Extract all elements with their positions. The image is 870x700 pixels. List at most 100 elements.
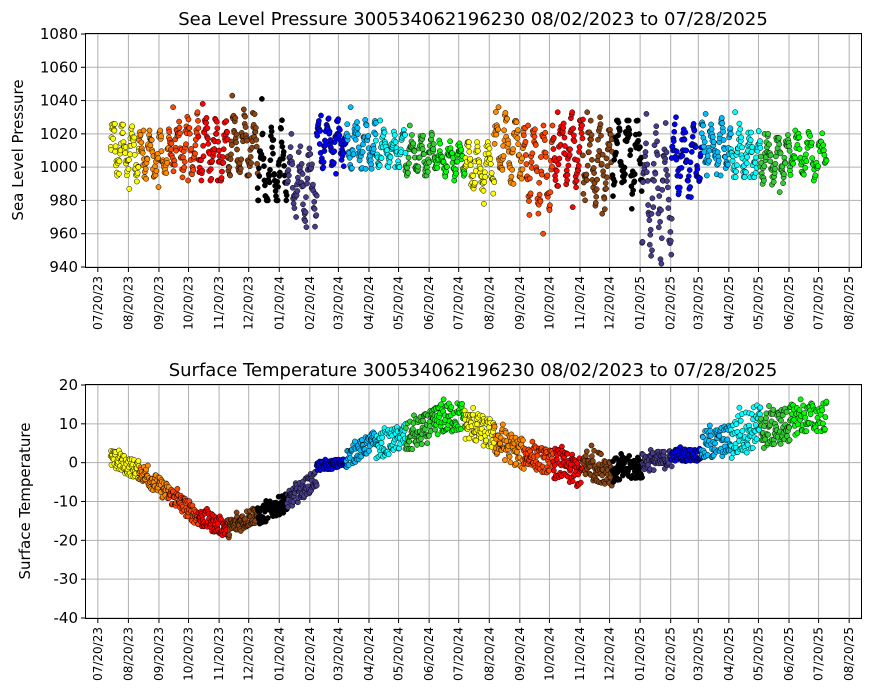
data-segment xyxy=(225,505,261,541)
data-point xyxy=(204,125,211,131)
data-point xyxy=(195,117,201,124)
pressure-points xyxy=(107,92,830,267)
data-point xyxy=(700,122,706,129)
data-point xyxy=(797,396,804,403)
data-point xyxy=(562,143,568,149)
data-point xyxy=(209,158,215,164)
x-tick-label: 04/20/24 xyxy=(362,276,376,330)
data-point xyxy=(658,235,665,242)
data-point xyxy=(782,160,789,167)
data-point xyxy=(418,435,424,442)
data-point xyxy=(352,136,359,143)
data-point xyxy=(386,159,393,166)
data-point xyxy=(391,132,398,139)
data-point xyxy=(434,431,441,438)
x-tick-label: 03/20/24 xyxy=(331,276,345,330)
data-segment xyxy=(461,404,498,450)
data-point xyxy=(147,142,154,149)
data-point xyxy=(194,109,201,116)
data-point xyxy=(710,139,717,145)
data-point xyxy=(665,205,672,211)
data-point xyxy=(707,427,714,434)
data-point xyxy=(706,157,712,164)
data-point xyxy=(671,121,678,128)
data-point xyxy=(657,218,663,225)
data-point xyxy=(483,437,489,444)
data-point xyxy=(561,134,568,141)
data-point xyxy=(310,181,316,188)
data-point xyxy=(736,120,743,127)
data-point xyxy=(242,124,249,130)
data-point xyxy=(575,162,582,169)
data-point xyxy=(584,162,591,169)
data-point xyxy=(520,132,527,139)
data-point xyxy=(635,137,642,144)
data-point xyxy=(601,195,608,202)
data-point xyxy=(540,122,547,129)
data-point xyxy=(514,449,520,455)
data-point xyxy=(442,173,449,180)
data-point xyxy=(653,123,660,130)
data-point xyxy=(493,131,500,138)
data-point xyxy=(532,126,538,133)
data-point xyxy=(594,176,600,183)
data-point xyxy=(733,168,739,175)
data-point xyxy=(529,438,536,445)
data-point xyxy=(402,132,408,138)
x-tick-label: 03/20/25 xyxy=(691,276,705,330)
data-point xyxy=(706,422,713,429)
data-point xyxy=(513,460,519,467)
data-point xyxy=(304,175,311,182)
data-point xyxy=(589,458,596,464)
data-point xyxy=(120,121,126,128)
data-point xyxy=(739,144,745,151)
data-point xyxy=(664,172,671,179)
data-point xyxy=(758,415,764,422)
data-point xyxy=(354,119,360,125)
data-point xyxy=(802,165,809,171)
pressure-grid xyxy=(86,33,861,268)
data-point xyxy=(637,144,643,150)
data-point xyxy=(155,184,162,190)
data-point xyxy=(447,138,453,145)
data-point xyxy=(522,138,529,145)
data-point xyxy=(243,137,250,144)
data-point xyxy=(507,459,514,466)
x-tick-label: 02/20/25 xyxy=(664,627,678,681)
data-point xyxy=(592,200,599,206)
data-point xyxy=(823,157,830,164)
data-point xyxy=(481,200,487,207)
data-point xyxy=(438,401,444,408)
data-point xyxy=(614,140,621,147)
data-point xyxy=(539,463,546,470)
data-point xyxy=(116,158,123,165)
data-point xyxy=(300,201,306,208)
data-point xyxy=(727,131,734,137)
data-point xyxy=(712,440,718,447)
data-point xyxy=(179,174,186,181)
x-tick-label: 12/20/23 xyxy=(242,276,256,330)
data-point xyxy=(525,122,531,129)
data-point xyxy=(819,407,826,414)
data-point xyxy=(630,187,636,194)
data-point xyxy=(613,149,619,156)
data-point xyxy=(526,198,532,204)
data-segment xyxy=(787,396,830,438)
data-point xyxy=(200,142,206,149)
data-point xyxy=(643,140,649,147)
x-tick-label: 12/20/24 xyxy=(603,627,617,681)
data-point xyxy=(283,192,290,199)
data-point xyxy=(728,455,735,461)
data-point xyxy=(502,457,508,463)
data-point xyxy=(219,168,225,175)
data-point xyxy=(576,144,583,150)
data-point xyxy=(470,404,477,411)
data-point xyxy=(220,146,227,153)
data-point xyxy=(240,106,247,113)
data-point xyxy=(437,140,444,147)
data-point xyxy=(491,423,498,430)
data-point xyxy=(168,146,174,153)
y-tick-label: 1000 xyxy=(40,158,78,176)
x-tick-label: 08/20/24 xyxy=(482,276,496,330)
data-point xyxy=(639,238,646,245)
